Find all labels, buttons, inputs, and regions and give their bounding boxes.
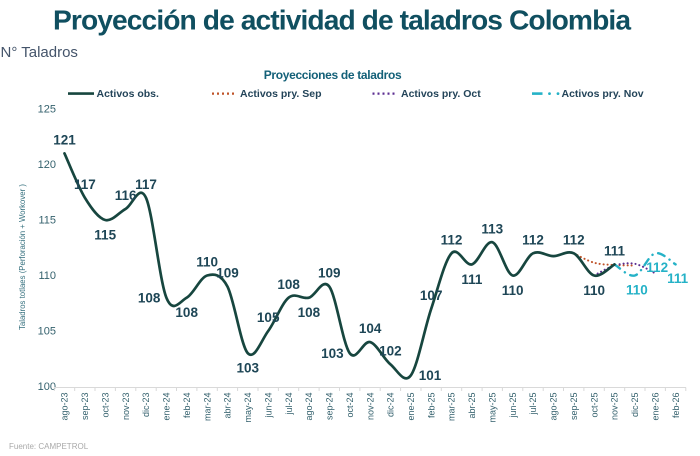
svg-text:104: 104 <box>359 321 382 336</box>
svg-text:N° Taladros: N° Taladros <box>1 44 78 61</box>
svg-text:110: 110 <box>502 283 524 298</box>
svg-text:101: 101 <box>419 368 442 383</box>
svg-text:120: 120 <box>38 159 56 171</box>
svg-text:Proyección de actividad de tal: Proyección de actividad de taladros Colo… <box>53 4 631 36</box>
svg-text:jun-24: jun-24 <box>263 393 273 419</box>
svg-text:Taladros totlaes (Perforación: Taladros totlaes (Perforación + Workover… <box>18 184 27 330</box>
svg-text:110: 110 <box>583 283 605 298</box>
svg-text:jun-25: jun-25 <box>508 393 518 419</box>
svg-text:dic-25: dic-25 <box>630 393 640 418</box>
svg-text:abr-25: abr-25 <box>467 393 477 419</box>
svg-text:117: 117 <box>135 177 157 192</box>
svg-text:feb-24: feb-24 <box>182 393 192 419</box>
svg-text:oct-25: oct-25 <box>589 393 599 418</box>
svg-text:112: 112 <box>441 232 463 247</box>
svg-text:Activos pry. Nov: Activos pry. Nov <box>562 88 644 100</box>
svg-text:125: 125 <box>38 104 56 116</box>
svg-text:ene-26: ene-26 <box>650 393 660 421</box>
svg-text:dic-23: dic-23 <box>141 393 151 418</box>
svg-text:may-24: may-24 <box>243 393 253 423</box>
svg-text:nov-23: nov-23 <box>121 393 131 421</box>
svg-text:oct-24: oct-24 <box>345 393 355 418</box>
svg-text:ago-23: ago-23 <box>60 393 70 421</box>
svg-text:Proyecciones de taladros: Proyecciones de taladros <box>264 68 402 82</box>
svg-text:100: 100 <box>38 381 56 393</box>
svg-text:ene-25: ene-25 <box>406 393 416 421</box>
svg-text:102: 102 <box>379 343 402 358</box>
svg-text:mar-24: mar-24 <box>202 393 212 422</box>
svg-text:ene-24: ene-24 <box>162 393 172 421</box>
svg-text:121: 121 <box>53 133 76 148</box>
svg-text:111: 111 <box>461 272 483 287</box>
svg-text:may-25: may-25 <box>488 393 498 423</box>
svg-text:feb-25: feb-25 <box>426 393 436 419</box>
svg-text:108: 108 <box>175 305 198 320</box>
svg-text:ago-24: ago-24 <box>304 393 314 421</box>
svg-text:110: 110 <box>196 255 218 270</box>
svg-text:Fuente: CAMPETROL: Fuente: CAMPETROL <box>9 442 89 451</box>
svg-text:Activos obs.: Activos obs. <box>97 88 160 100</box>
svg-text:110: 110 <box>38 270 56 282</box>
svg-text:111: 111 <box>604 244 626 259</box>
svg-text:nov-25: nov-25 <box>610 393 620 421</box>
svg-text:112: 112 <box>522 232 544 247</box>
svg-text:sep-24: sep-24 <box>325 393 335 421</box>
svg-text:ago-25: ago-25 <box>549 393 559 421</box>
svg-text:117: 117 <box>74 177 96 192</box>
svg-text:sep-25: sep-25 <box>569 393 579 421</box>
svg-text:115: 115 <box>94 227 116 242</box>
svg-text:103: 103 <box>321 346 344 361</box>
svg-text:115: 115 <box>38 215 56 227</box>
svg-text:110: 110 <box>626 282 648 297</box>
svg-text:111: 111 <box>667 271 689 286</box>
svg-text:103: 103 <box>237 361 260 376</box>
svg-text:sep-23: sep-23 <box>80 393 90 421</box>
svg-text:jul-25: jul-25 <box>528 393 538 416</box>
svg-text:113: 113 <box>481 221 503 236</box>
svg-text:109: 109 <box>216 266 239 281</box>
svg-text:oct-23: oct-23 <box>100 393 110 418</box>
svg-text:Activos pry. Oct: Activos pry. Oct <box>401 88 481 100</box>
svg-text:Activos pry. Sep: Activos pry. Sep <box>240 88 322 100</box>
svg-text:mar-25: mar-25 <box>447 393 457 422</box>
svg-text:abr-24: abr-24 <box>223 393 233 419</box>
svg-text:dic-24: dic-24 <box>386 393 396 418</box>
svg-text:105: 105 <box>38 326 56 338</box>
svg-text:109: 109 <box>318 266 341 281</box>
svg-text:108: 108 <box>138 290 161 305</box>
svg-text:nov-24: nov-24 <box>365 393 375 421</box>
svg-text:116: 116 <box>115 188 137 203</box>
svg-text:112: 112 <box>563 232 585 247</box>
svg-text:108: 108 <box>277 277 300 292</box>
svg-text:feb-26: feb-26 <box>671 393 681 419</box>
svg-text:107: 107 <box>420 288 443 303</box>
svg-text:112: 112 <box>646 260 668 275</box>
svg-text:108: 108 <box>298 305 321 320</box>
svg-text:105: 105 <box>257 310 280 325</box>
svg-text:jul-24: jul-24 <box>284 393 294 416</box>
